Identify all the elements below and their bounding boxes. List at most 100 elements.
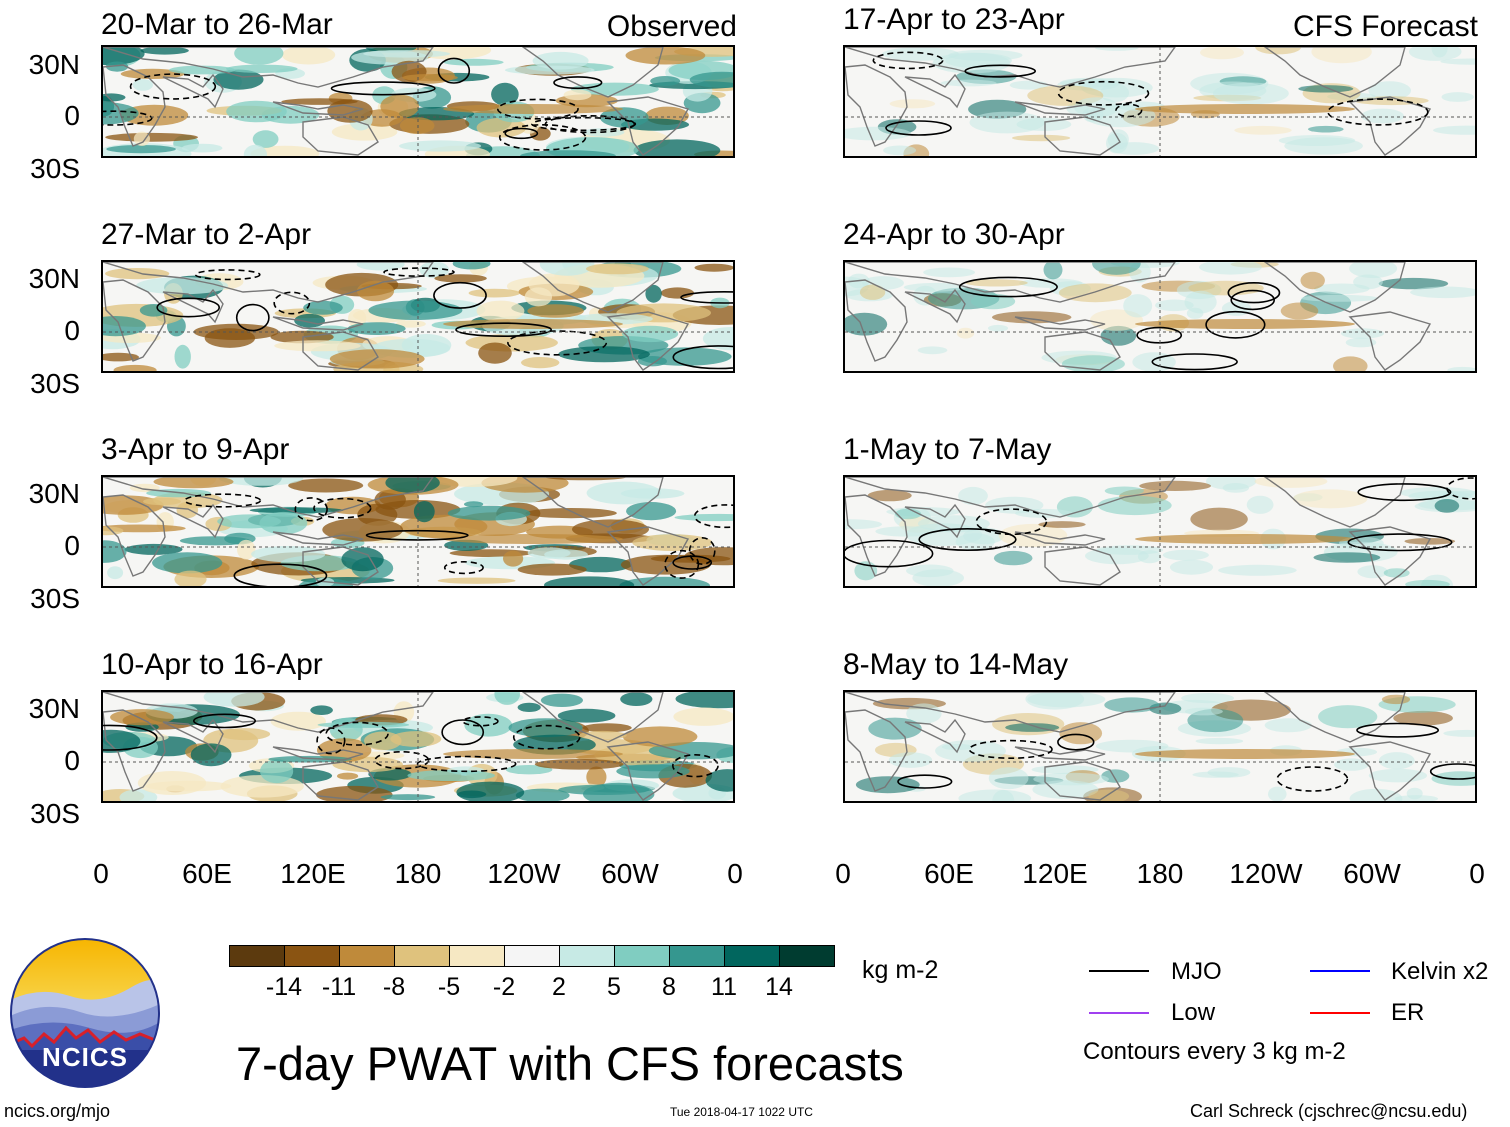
anomaly-shading (633, 139, 721, 156)
coastline (272, 531, 364, 546)
coastline (103, 64, 166, 147)
panel-title-fc3: 1-May to 7-May (843, 433, 1052, 466)
anomaly-shading (1190, 507, 1248, 531)
anomaly-shading (139, 304, 168, 317)
anomaly-shading (1292, 489, 1368, 509)
legend-line-mjo (1089, 970, 1149, 972)
mjo-contour (885, 120, 952, 136)
anomaly-shading (1038, 521, 1086, 528)
legend-label-low: Low (1171, 999, 1216, 1026)
coastline (1014, 316, 1106, 331)
mjo-contour (129, 73, 217, 100)
mjo-contour (1356, 722, 1439, 738)
colorbar-swatch (449, 945, 505, 967)
anomaly-shading (303, 300, 343, 315)
anomaly-shading (1404, 538, 1456, 545)
coastline (302, 116, 379, 156)
anomaly-shading (1443, 729, 1475, 737)
mjo-contour (496, 98, 579, 120)
anomaly-shading (204, 328, 256, 348)
coastline (606, 741, 690, 801)
anomaly-shading (517, 702, 541, 712)
anomaly-shading (632, 534, 713, 551)
anomaly-shading (917, 346, 948, 355)
anomaly-shading (250, 145, 320, 156)
anomaly-shading (385, 477, 440, 494)
map-panel-fc3 (843, 475, 1477, 588)
mjo-contour (1136, 326, 1183, 344)
anomaly-shading (625, 47, 706, 65)
anomaly-shading (1441, 92, 1474, 102)
anomaly-shading (694, 263, 733, 272)
anomaly-shading (103, 47, 145, 66)
anomaly-shading (402, 74, 458, 82)
anomaly-shading (356, 262, 405, 271)
anomaly-shading (218, 477, 304, 486)
anomaly-shading (107, 566, 124, 580)
mjo-contour (872, 51, 944, 70)
anomaly-shading (940, 79, 997, 87)
legend-label-mjo: MJO (1171, 958, 1222, 985)
footer-url[interactable]: ncics.org/mjo (4, 1101, 111, 1121)
anomaly-shading (534, 759, 624, 770)
mjo-contour (184, 493, 262, 508)
map-panel-fc1 (843, 45, 1477, 158)
anomaly-shading (1092, 262, 1141, 275)
mjo-contour (1205, 310, 1266, 339)
anomaly-shading (1218, 564, 1297, 576)
anomaly-shading (540, 693, 583, 707)
anomaly-shading (1318, 705, 1378, 729)
mjo-contour (330, 81, 436, 96)
coastline (103, 47, 434, 88)
equatorial-anomaly (443, 749, 623, 759)
anomaly-shading (105, 61, 129, 72)
anomaly-shading (434, 274, 487, 283)
panel-title-fc4: 8-May to 14-May (843, 648, 1069, 681)
anomaly-shading (356, 280, 395, 302)
anomaly-shading (883, 145, 917, 156)
anomaly-shading (106, 145, 176, 154)
mjo-contour (455, 322, 552, 337)
mjo-contour (441, 719, 485, 746)
anomaly-shading (456, 781, 525, 801)
anomaly-shading (380, 94, 420, 119)
anomaly-shading (521, 357, 560, 369)
lon-label-0: 0 (93, 858, 109, 889)
coastline (1014, 531, 1106, 546)
anomaly-shading (1311, 47, 1372, 64)
colorbar-swatch (229, 945, 285, 967)
colorbar-tick-label: -14 (265, 973, 303, 1001)
anomaly-shading (226, 64, 298, 73)
anomaly-shading (1300, 271, 1325, 290)
coastline (103, 477, 434, 518)
anomaly-shading (243, 144, 267, 156)
anomaly-shading (1184, 707, 1223, 716)
anomaly-shading (578, 730, 627, 740)
mjo-contour (235, 303, 270, 332)
anomaly-shading (586, 263, 649, 275)
anomaly-shading (491, 82, 519, 106)
colorbar-tick-label: 11 (711, 973, 737, 1001)
anomaly-shading (620, 692, 653, 706)
anomaly-shading (1104, 486, 1144, 496)
anomaly-shading (524, 287, 553, 307)
anomaly-shading (503, 550, 524, 567)
coastline (103, 692, 434, 733)
anomaly-shading (380, 794, 436, 801)
anomaly-shading (103, 93, 126, 102)
lat-label-30s: 30S (30, 153, 80, 184)
coastline (1348, 741, 1432, 801)
legend-label-kelvin: Kelvin x2 (1391, 958, 1489, 985)
mjo-contour (294, 497, 328, 522)
coastline (302, 546, 379, 586)
coastline (272, 316, 364, 331)
panel-title-obs4: 10-Apr to 16-Apr (101, 648, 323, 681)
coastline (521, 692, 664, 743)
lat-label-0: 0 (64, 745, 80, 776)
footer-timestamp: Tue 2018-04-17 1022 UTC (670, 1105, 813, 1119)
anomaly-shading (539, 262, 595, 276)
lat-label-30n: 30N (28, 478, 80, 509)
coastline (606, 526, 690, 586)
anomaly-shading (476, 300, 525, 322)
anomaly-shading (1340, 328, 1385, 339)
